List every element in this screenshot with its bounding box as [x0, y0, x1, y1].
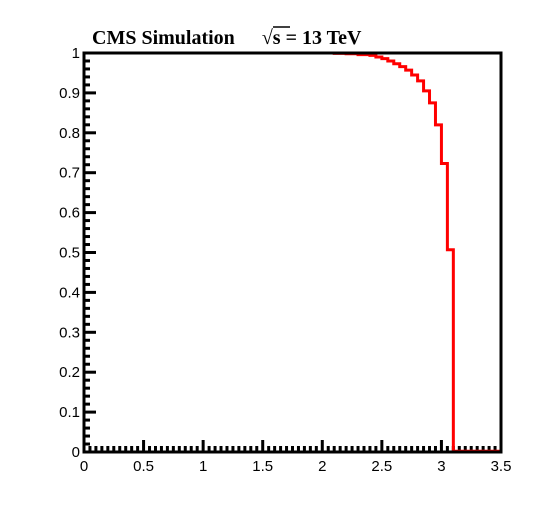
x-tick-label: 3.5: [491, 458, 512, 475]
y-tick-label: 0.8: [59, 125, 80, 142]
chart-title: CMS Simulation √s = 13 TeV: [92, 27, 362, 49]
series-0-step-line: [84, 51, 501, 453]
y-tick-label: 0.3: [59, 324, 80, 341]
y-tick-label: 0.6: [59, 205, 80, 222]
y-tick-label: 0.4: [59, 284, 80, 301]
x-tick-label: 3: [437, 458, 445, 475]
plot-frame: [82, 51, 503, 454]
y-tick-label: 0.5: [59, 245, 80, 262]
y-tick-label: 0.1: [59, 404, 80, 421]
x-tick-label: 0.5: [133, 458, 154, 475]
y-tick-label: 0.2: [59, 364, 80, 381]
x-tick-label: 2: [318, 458, 326, 475]
x-tick-label: 2.5: [371, 458, 392, 475]
chart-title-energy: = 13 TeV: [286, 27, 362, 49]
axis-tick-labels: 0 0.5 1 1.5 2 2.5 3 3.5 0 0.1 0.2 0.3 0.4 0.5 0.6 0.7 0.…: [59, 45, 511, 475]
axis-ticks: [82, 51, 503, 454]
chart-title-experiment: CMS Simulation: [92, 27, 235, 49]
y-tick-label: 1: [72, 45, 80, 62]
chart-title-sqrt-s: √s: [262, 27, 281, 49]
y-tick-label: 0.9: [59, 85, 80, 102]
x-tick-label: 1: [199, 458, 207, 475]
y-tick-label: 0: [72, 444, 80, 461]
x-tick-label: 0: [80, 458, 88, 475]
y-tick-label: 0.7: [59, 165, 80, 182]
series-layer: [84, 51, 501, 453]
x-tick-label: 1.5: [252, 458, 273, 475]
